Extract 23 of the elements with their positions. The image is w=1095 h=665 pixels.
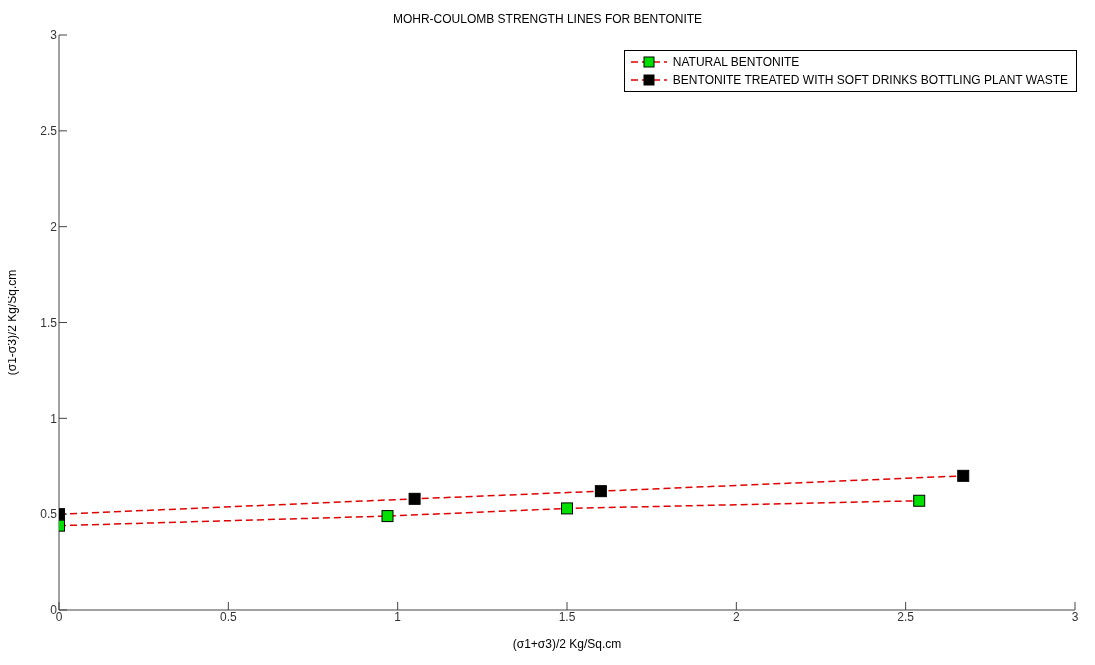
x-tick-label: 3 bbox=[1071, 609, 1079, 624]
y-tick-label: 3 bbox=[50, 28, 58, 43]
y-tick-label: 2.5 bbox=[40, 124, 58, 139]
y-tick-label: 2 bbox=[50, 219, 58, 234]
point bbox=[408, 492, 421, 505]
x-tick-label: 0.5 bbox=[219, 609, 237, 624]
x-tick-label: 1 bbox=[394, 609, 402, 624]
legend-label: BENTONITE TREATED WITH SOFT DRINKS BOTTLING PLANT WASTE bbox=[672, 73, 1068, 87]
x-tick-label: 1.5 bbox=[558, 609, 576, 624]
x-tick-label: 2 bbox=[732, 609, 740, 624]
point bbox=[913, 494, 926, 507]
point bbox=[561, 502, 573, 515]
point bbox=[594, 485, 607, 498]
point bbox=[381, 510, 394, 523]
chart-title: MOHR-COULOMB STRENGTH LINES FOR BENTONITE bbox=[391, 12, 704, 26]
y-tick-label: 0.5 bbox=[40, 507, 58, 522]
y-axis-title: (σ1-σ3)/2 Kg/Sq.cm bbox=[5, 269, 20, 376]
x-axis-title: (σ1+σ3)/2 Kg/Sq.cm bbox=[512, 637, 622, 651]
legend-label: NATURAL BENTONITE bbox=[672, 55, 800, 69]
x-tick-label: 2.5 bbox=[897, 609, 915, 624]
y-tick-label: 1 bbox=[50, 411, 58, 426]
point bbox=[957, 469, 970, 482]
y-tick-label: 1.5 bbox=[40, 315, 58, 330]
